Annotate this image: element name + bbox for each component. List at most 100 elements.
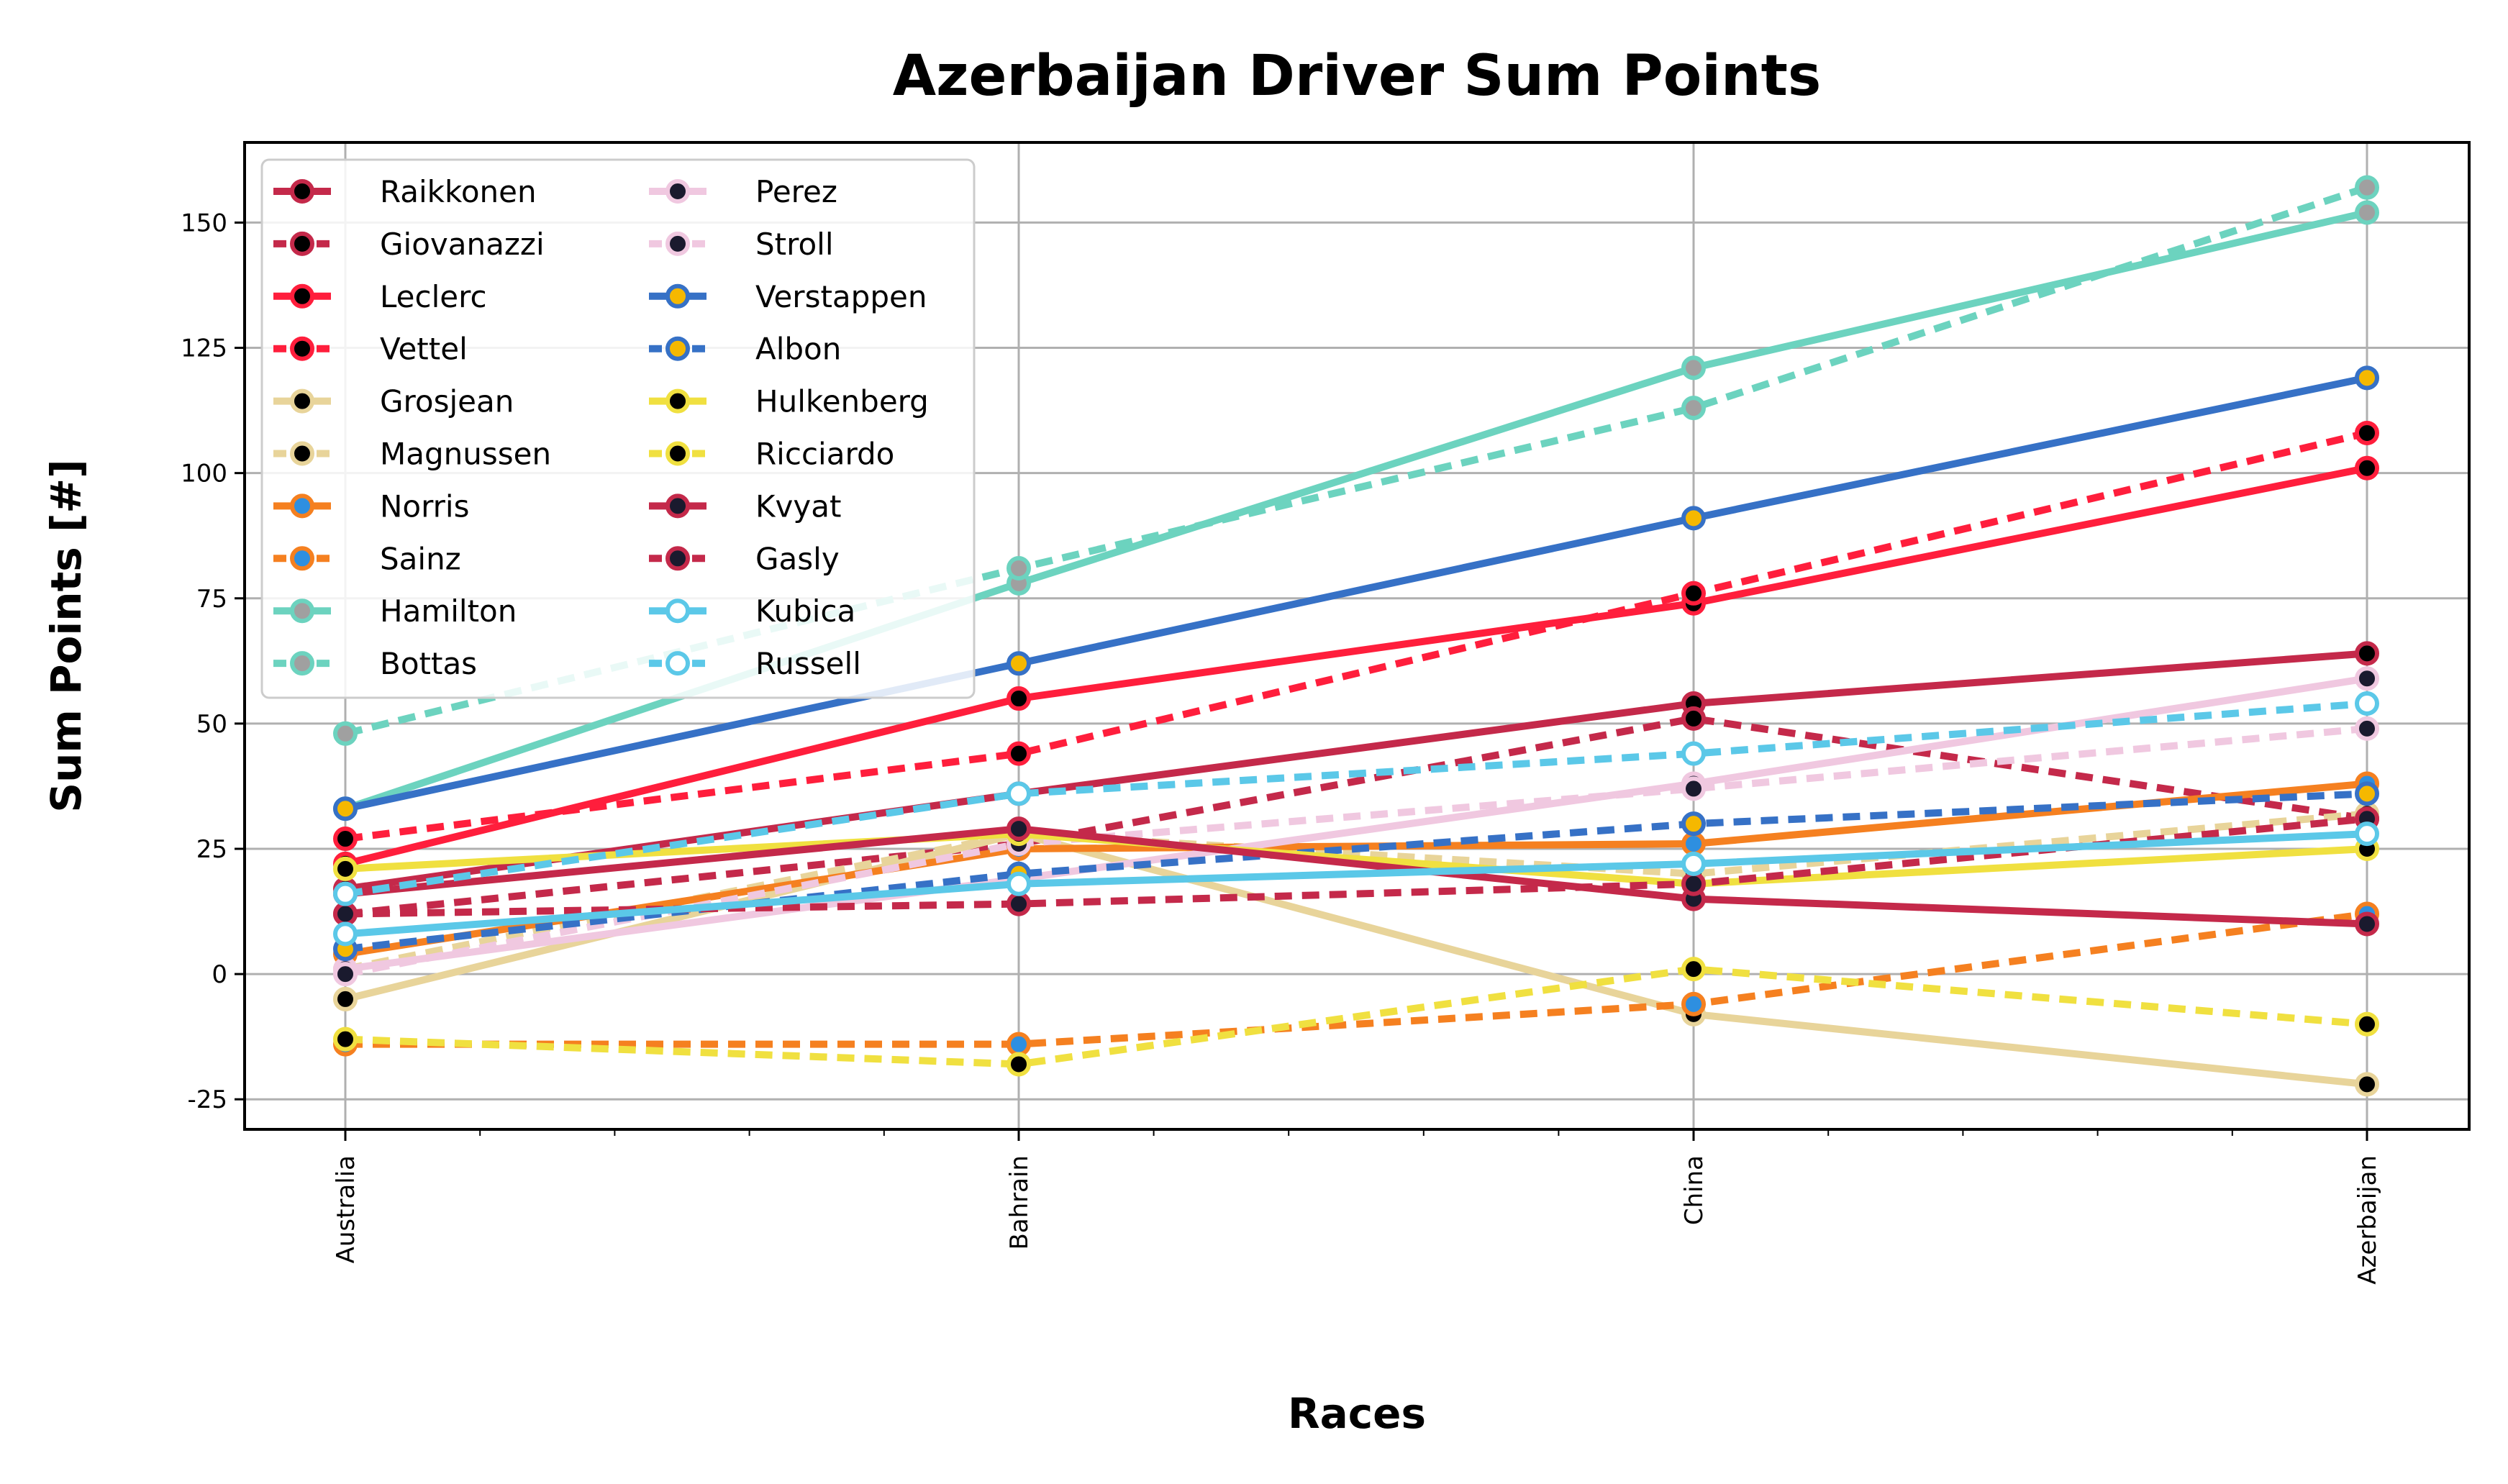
data-point-leclerc [2355,455,2379,481]
y-tick-label: 75 [196,585,227,614]
series-line-leclerc [344,464,2368,868]
legend-swatch-marker [290,441,314,466]
series-line-hulkenberg [345,830,2368,888]
data-point-sainz [1681,991,1706,1016]
data-point-verstappen [1007,651,1031,676]
data-point-kubica [2355,821,2379,847]
series-russell [333,691,2379,906]
legend-item-vettel: Vettel [273,332,468,367]
legend-label: Kubica [755,593,855,629]
legend-label: Raikkonen [380,174,537,209]
y-tick-label: 100 [181,460,227,488]
x-axis: Australia Bahrain China Azerbaijan [332,1129,2382,1285]
series-line-kvyat [345,825,2368,928]
legend-item-grosjean: Grosjean [273,384,514,419]
data-point-kvyat [2355,911,2379,937]
legend-label: Albon [755,332,841,367]
series-line-perez [345,675,2368,973]
data-point-stroll [2355,716,2379,741]
legend-swatch-marker [665,283,690,309]
legend-label: Bottas [380,646,477,681]
data-point-hamilton [1681,355,1706,381]
y-tick-label: 0 [212,960,227,989]
x-tick-label: Bahrain [1005,1155,1034,1250]
y-tick-label: 150 [181,209,227,237]
legend-swatch-marker [665,388,690,414]
legend-item-norris: Norris [273,488,469,524]
legend-swatch-marker [290,651,314,676]
legend-swatch-marker [665,546,690,571]
legend-swatch-marker [290,336,314,361]
data-point-sainz [1007,1032,1031,1057]
data-point-hamilton [2355,200,2379,225]
legend-swatch-marker [665,651,690,676]
y-tick-label: 25 [196,835,227,864]
series-line-ricciardo [345,965,2368,1068]
data-point-hulkenberg [333,856,358,881]
legend-label: Magnussen [380,437,551,472]
chart-title: Azerbaijan Driver Sum Points [893,44,1822,109]
legend-item-albon: Albon [649,332,841,367]
legend: Raikkonen Giovanazzi Leclerc Vettel Grosjean… [260,158,976,699]
legend-label: Perez [755,174,837,209]
data-point-bottas [333,721,358,746]
series-vettel [333,420,2379,852]
data-point-kubica [333,921,358,947]
legend-label: Grosjean [380,384,514,419]
series-bottas [333,175,2379,746]
data-point-albon [2355,781,2379,806]
data-point-vettel [333,827,358,852]
legend-item-perez: Perez [649,174,837,209]
series-line-russell [345,700,2368,898]
data-point-giovanazzi [1681,706,1706,731]
legend-label: Sainz [380,541,461,576]
legend-item-magnussen: Magnussen [273,437,551,472]
series-line-vettel [345,429,2368,843]
data-point-ricciardo [333,1026,358,1052]
data-point-vettel [1007,741,1031,766]
series-line-sainz [345,910,2368,1048]
legend-label: Giovanazzi [380,227,545,262]
series-line-verstappen [344,374,2368,813]
data-point-gasly [333,901,358,927]
x-axis-label: Races [1288,1389,1426,1438]
legend-label: Verstappen [755,279,927,314]
y-axis: -25 0 25 50 75 100 125 150 [181,209,245,1114]
x-tick-label: Azerbaijan [2353,1155,2382,1285]
legend-swatch-marker [665,179,690,204]
legend-swatch-marker [290,546,314,571]
legend-swatch-marker [290,283,314,309]
data-point-bottas [1681,396,1706,421]
x-tick-label: Australia [332,1155,360,1263]
series-line-grosjean [344,830,2368,1088]
data-point-russell [1681,741,1706,766]
data-point-stroll [333,962,358,987]
x-tick-label: China [1680,1155,1709,1225]
data-point-stroll [1681,776,1706,801]
legend-swatch-marker [665,336,690,361]
y-tick-label: 50 [196,710,227,739]
series-kubica [333,821,2379,947]
data-point-bottas [2355,175,2379,200]
data-point-kvyat [1007,816,1031,842]
y-axis-label: Sum Points [#] [42,459,91,812]
y-tick-label: -25 [187,1085,227,1114]
data-point-gasly [1007,891,1031,916]
data-point-russell [2355,691,2379,716]
legend-item-stroll: Stroll [649,227,834,262]
data-point-bottas [1007,555,1031,581]
legend-swatch-marker [290,598,314,624]
y-tick-label: 125 [181,334,227,363]
legend-item-bottas: Bottas [273,646,477,681]
legend-label: Hamilton [380,593,517,629]
data-point-ricciardo [2355,1011,2379,1037]
data-point-vettel [1681,581,1706,606]
legend-swatch-marker [665,231,690,256]
data-point-russell [333,881,358,906]
legend-label: Norris [380,488,469,524]
data-point-norris [1681,832,1706,857]
data-point-perez [2355,666,2379,691]
data-point-kubica [1681,851,1706,876]
legend-item-ricciardo: Ricciardo [649,437,894,472]
legend-swatch-marker [290,231,314,256]
